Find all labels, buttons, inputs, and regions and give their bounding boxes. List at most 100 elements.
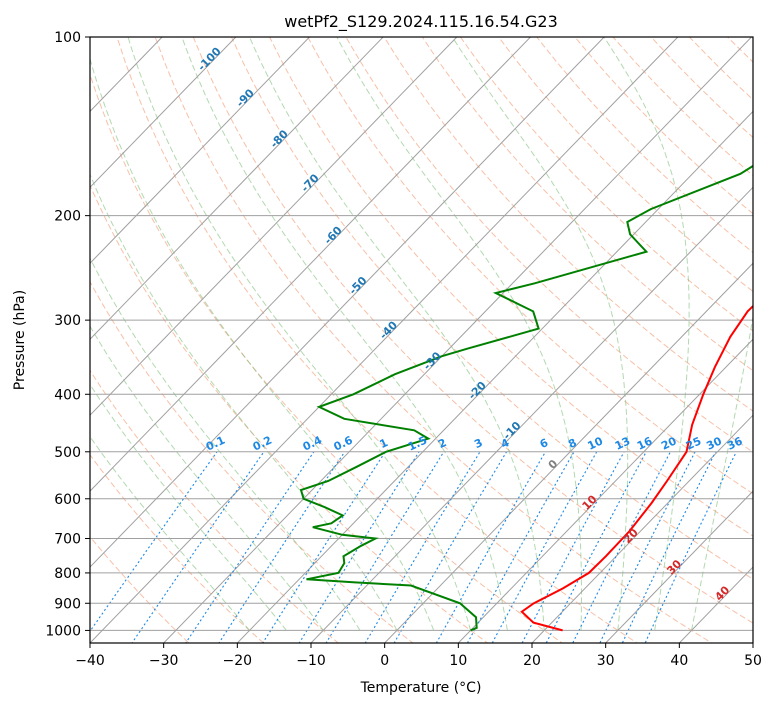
- dry-adiabat: [612, 37, 753, 177]
- x-tick-label: 10: [449, 653, 467, 669]
- mixing-ratio-label: 8: [566, 436, 578, 451]
- x-tick-label: −20: [223, 653, 253, 669]
- isotherm-label-zero: 0: [546, 457, 561, 472]
- isotherm-label-warm: 40: [712, 583, 732, 603]
- x-axis-label: Temperature (°C): [360, 680, 482, 696]
- dry-adiabat: [230, 37, 753, 580]
- mixing-ratio-line: [545, 451, 647, 643]
- y-tick-label: 200: [54, 209, 81, 225]
- isotherm: [90, 37, 384, 340]
- moist-adiabat: [90, 383, 287, 631]
- dry-adiabat: [90, 369, 340, 643]
- dry-adiabat: [90, 184, 489, 643]
- dry-adiabat: [574, 37, 753, 215]
- x-tick-label: −40: [75, 653, 105, 669]
- x-tick-label: 20: [523, 653, 541, 669]
- isotherm-label: -100: [195, 44, 224, 73]
- mixing-ratio-label: 16: [635, 434, 655, 452]
- chart-title: wetPf2_S129.2024.115.16.54.G23: [284, 12, 558, 32]
- mixing-ratio-line: [393, 451, 508, 643]
- moist-adiabat: [451, 37, 629, 631]
- mixing-ratio-label: 20: [659, 434, 679, 452]
- mixing-ratio-label: 25: [684, 434, 703, 452]
- moist-adiabat: [336, 37, 582, 631]
- isotherm: [90, 37, 531, 492]
- dry-adiabat: [459, 37, 753, 332]
- moist-adiabat: [603, 37, 690, 631]
- moist-adiabat: [691, 314, 753, 631]
- isotherm: [90, 37, 458, 416]
- x-tick-label: −30: [149, 653, 179, 669]
- moist-adiabat: [90, 435, 250, 631]
- dry-adiabat: [154, 37, 713, 643]
- isotherm: [310, 186, 753, 643]
- temperature-profile: [520, 304, 753, 632]
- mixing-ratio-line: [435, 451, 546, 643]
- y-axis-ticks: 100 200 300 400 500 600 700 800 900 1000: [45, 30, 90, 639]
- isotherm-label: -40: [377, 318, 400, 342]
- dry-adiabat: [90, 453, 265, 643]
- dry-adiabat: [307, 37, 753, 495]
- y-tick-label: 300: [54, 313, 81, 329]
- mixing-ratio-label: 0.2: [251, 434, 274, 454]
- dry-adiabat: [90, 280, 414, 643]
- moist-adiabat: [127, 37, 471, 631]
- isotherm: [752, 642, 753, 643]
- y-tick-label: 400: [54, 387, 81, 403]
- isotherm: [90, 37, 310, 264]
- x-tick-label: 0: [380, 653, 389, 669]
- moist-adiabat: [249, 37, 545, 631]
- isotherm: [605, 490, 753, 643]
- y-tick-label: 900: [54, 596, 81, 612]
- mixing-ratio-label: 1: [378, 436, 390, 451]
- mixing-ratio-label: 6: [538, 436, 551, 451]
- x-tick-label: −10: [296, 653, 326, 669]
- mixing-ratio-label: 30: [704, 434, 724, 452]
- mixing-ratio-label: 0.6: [332, 433, 355, 453]
- isotherm: [531, 414, 753, 643]
- dry-adiabat: [192, 37, 753, 624]
- isotherm-label: -70: [299, 171, 322, 195]
- mixing-ratio-line: [466, 451, 575, 643]
- y-axis-label: Pressure (hPa): [12, 290, 28, 390]
- y-tick-label: 800: [54, 566, 81, 582]
- y-tick-label: 100: [54, 30, 81, 46]
- isotherm-label: -60: [322, 224, 345, 248]
- moist-adiabat: [90, 173, 398, 631]
- dry-adiabat: [90, 72, 564, 643]
- mixing-ratio-label: 3: [472, 436, 484, 451]
- y-tick-label: 500: [54, 445, 81, 461]
- mixing-ratio-label: 13: [613, 435, 632, 453]
- pressure-gridlines: [90, 37, 753, 631]
- isotherm-label: -80: [268, 127, 291, 151]
- mixing-ratio-line: [298, 451, 420, 643]
- mixing-ratio-line: [325, 451, 445, 643]
- isotherm: [384, 262, 753, 643]
- plot-frame: [89, 36, 754, 644]
- isotherm: [236, 110, 753, 643]
- x-tick-label: 50: [744, 653, 762, 669]
- isotherm-label: -90: [234, 86, 257, 110]
- x-tick-label: 40: [670, 653, 688, 669]
- dewpoint-profile: [299, 164, 753, 632]
- profile-series: [299, 164, 753, 632]
- y-tick-label: 1000: [45, 623, 81, 639]
- dry-adiabat: [726, 37, 753, 63]
- dry-adiabat: [383, 37, 753, 412]
- dry-adiabat: [345, 37, 753, 453]
- dry-adiabat: [269, 37, 753, 537]
- moist-adiabat: [90, 257, 361, 631]
- isotherm-label-warm: 30: [664, 557, 684, 577]
- y-tick-label: 600: [54, 492, 81, 508]
- isotherm-label-warm: 10: [580, 492, 600, 512]
- y-tick-label: 700: [54, 532, 81, 548]
- dry-adiabat: [116, 37, 638, 643]
- isotherm-label: -20: [466, 379, 489, 403]
- mixing-ratio-label: 10: [586, 434, 606, 452]
- isotherm-label-warm: 20: [621, 526, 641, 546]
- dry-adiabat: [739, 10, 775, 655]
- isotherm: [163, 37, 752, 643]
- isotherm-label: -30: [421, 349, 444, 373]
- isotherm: [90, 37, 237, 189]
